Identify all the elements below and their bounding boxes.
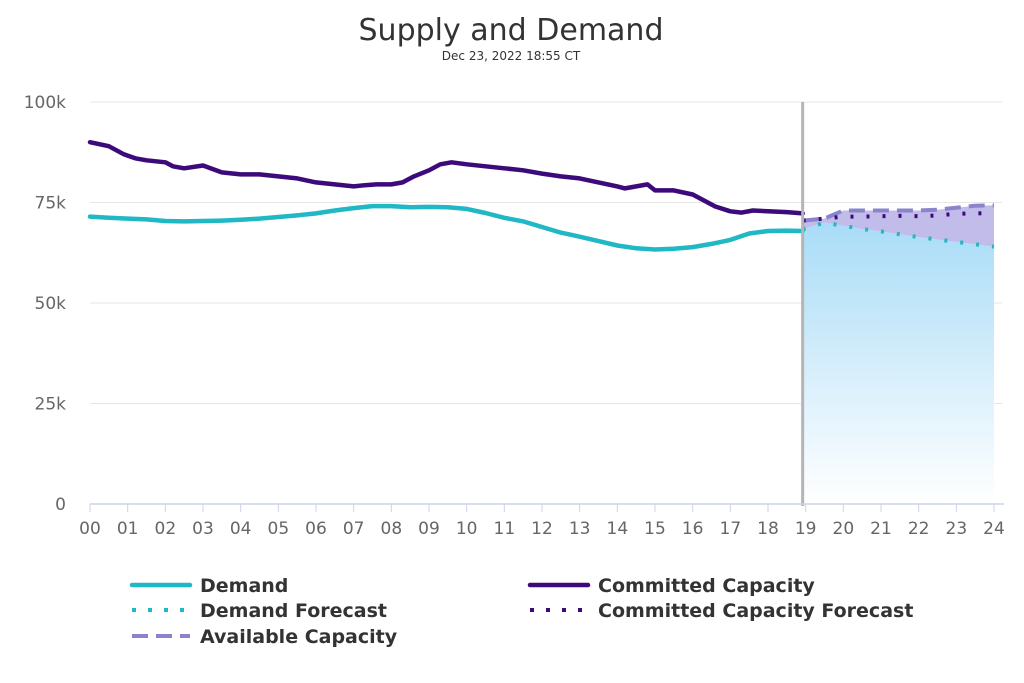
x-tick-label: 21 [870, 519, 892, 539]
x-tick-label: 04 [230, 519, 252, 539]
x-tick-label: 03 [192, 519, 214, 539]
forecast-areas [802, 205, 994, 504]
demand-forecast-area [802, 222, 994, 504]
chart-title: Supply and Demand [359, 13, 664, 48]
chart-legend: Demand Committed Capacity Demand Forecast C… [129, 575, 913, 648]
series-line-committed-capacity [87, 139, 805, 216]
x-tick-label: 14 [607, 519, 629, 539]
x-tick-label: 24 [983, 519, 1005, 539]
x-tick-label: 15 [644, 519, 666, 539]
y-tick-label: 75k [35, 194, 67, 214]
x-tick-label: 19 [795, 519, 817, 539]
y-axis-tick-labels: 0 25k 50k 75k 100k [24, 93, 66, 515]
legend-label: Committed Capacity Forecast [598, 600, 913, 622]
x-tick-label: 01 [117, 519, 139, 539]
legend-label: Available Capacity [200, 626, 398, 648]
x-tick-label: 08 [381, 519, 403, 539]
x-tick-label: 10 [456, 519, 478, 539]
x-tick-label: 05 [268, 519, 290, 539]
x-tick-label: 09 [418, 519, 440, 539]
legend-label: Demand Forecast [200, 600, 387, 622]
x-tick-label: 12 [531, 519, 553, 539]
y-tick-label: 50k [35, 294, 67, 314]
x-tick-label: 00 [79, 519, 101, 539]
legend-label: Demand [200, 575, 288, 597]
x-axis: 00 01 02 03 04 05 06 07 08 09 10 11 12 13 14 15 16 17 18 19… [79, 503, 1005, 539]
x-tick-label: 18 [757, 519, 779, 539]
chart-subtitle: Dec 23, 2022 18:55 CT [442, 49, 581, 63]
y-tick-label: 0 [55, 495, 66, 515]
x-tick-label: 13 [569, 519, 591, 539]
x-tick-label: 20 [833, 519, 855, 539]
y-tick-label: 25k [35, 395, 67, 415]
series-line-demand-forecast [802, 220, 995, 249]
x-tick-label: 22 [908, 519, 930, 539]
y-tick-label: 100k [24, 93, 66, 113]
x-tick-label: 02 [155, 519, 177, 539]
x-tick-label: 06 [305, 519, 327, 539]
x-tick-label: 07 [343, 519, 365, 539]
x-tick-label: 23 [946, 519, 968, 539]
series-line-available-capacity [802, 203, 995, 223]
x-tick-label: 17 [720, 519, 742, 539]
series-line-demand [87, 203, 805, 252]
legend-label: Committed Capacity [598, 575, 815, 597]
series-lines [87, 139, 995, 252]
x-tick-label: 16 [682, 519, 704, 539]
x-tick-label: 11 [494, 519, 516, 539]
series-line-committed-capacity-forecast [802, 211, 995, 223]
